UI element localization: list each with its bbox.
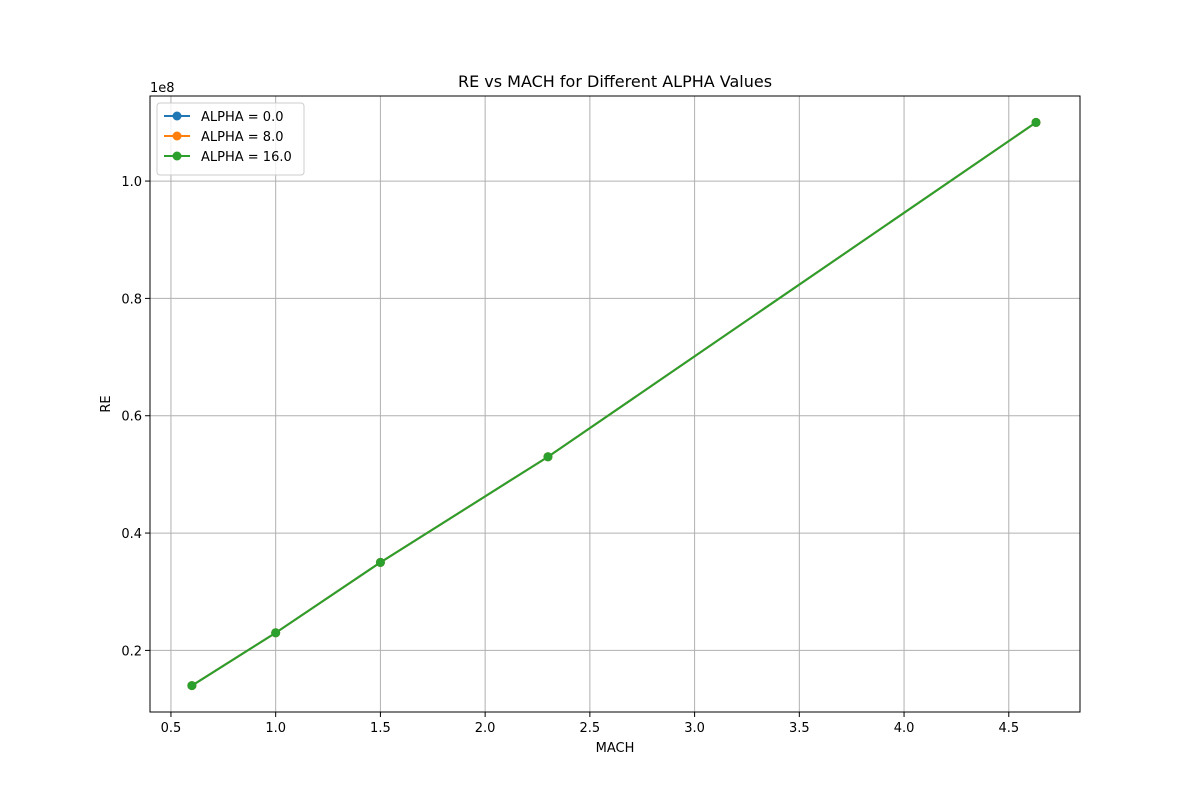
legend-box (156, 102, 305, 176)
legend-label: ALPHA = 16.0 (201, 150, 292, 165)
legend-item-1: ALPHA = 0.0 (164, 110, 283, 125)
data-point (375, 557, 385, 567)
x-tick-label: 4.5 (998, 721, 1019, 736)
x-tick-label: 4.0 (894, 721, 915, 736)
data-point (271, 628, 281, 638)
legend-item-2: ALPHA = 8.0 (164, 130, 283, 145)
series-3 (187, 117, 1041, 691)
y-axis-label: RE (99, 395, 114, 412)
y-tick-label: 1.0 (121, 175, 142, 190)
y-axis-ticks: 0.2 0.4 0.6 0.8 1.0 (121, 175, 150, 659)
plot-frame (149, 95, 1081, 713)
legend-marker (172, 151, 182, 161)
data-point (1031, 117, 1041, 127)
x-tick-label: 2.5 (580, 721, 601, 736)
x-axis-label: MACH (596, 741, 635, 756)
legend-marker (172, 111, 182, 121)
legend-label: ALPHA = 8.0 (201, 130, 283, 145)
y-tick-label: 0.6 (121, 410, 142, 425)
x-tick-label: 2.0 (475, 721, 496, 736)
y-axis-offset-label: 1e8 (150, 81, 175, 96)
y-tick-label: 0.4 (121, 527, 142, 542)
x-tick-label: 1.5 (370, 721, 391, 736)
legend-marker (172, 131, 182, 141)
series-layer (187, 117, 1041, 691)
data-point (187, 681, 197, 691)
grid (150, 96, 1080, 712)
legend: ALPHA = 0.0 ALPHA = 8.0 ALPHA = 16.0 (156, 102, 305, 176)
x-tick-label: 1.0 (265, 721, 286, 736)
x-tick-label: 3.0 (684, 721, 705, 736)
y-tick-label: 0.8 (121, 292, 142, 307)
x-tick-label: 0.5 (161, 721, 182, 736)
x-tick-label: 3.5 (789, 721, 810, 736)
chart-title: RE vs MACH for Different ALPHA Values (458, 72, 772, 91)
x-axis-ticks: 0.5 1.0 1.5 2.0 2.5 3.0 3.5 4.0 4.5 (161, 712, 1019, 736)
legend-label: ALPHA = 0.0 (201, 110, 283, 125)
y-tick-label: 0.2 (121, 644, 142, 659)
legend-item-3: ALPHA = 16.0 (164, 150, 292, 165)
data-point (543, 452, 553, 462)
